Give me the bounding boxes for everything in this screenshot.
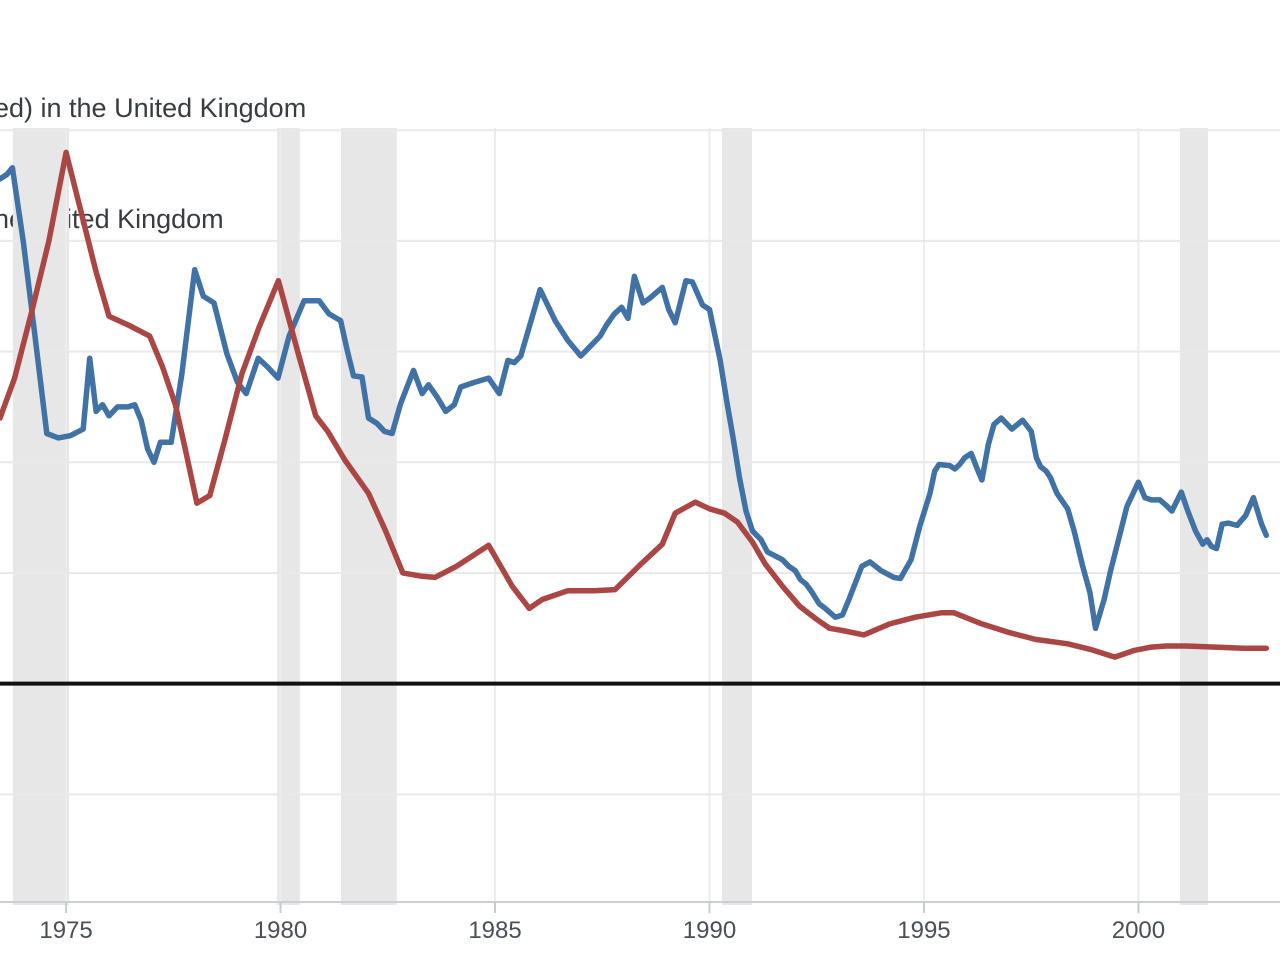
recession-band [1180, 128, 1208, 905]
recession-band [341, 128, 397, 905]
legend-entry-1: ed) in the United Kingdom [0, 93, 307, 123]
x-axis-tick-label: 1995 [897, 917, 950, 944]
recession-band [12, 128, 70, 905]
x-axis-tick-label: 1980 [254, 917, 307, 944]
x-axis-tick-label: 1985 [468, 917, 521, 944]
x-axis-tick-label: 1990 [683, 917, 736, 944]
series-line-blue [0, 165, 1270, 632]
x-axis-tick-label: 1975 [39, 917, 92, 944]
series-line-red [0, 149, 1270, 660]
x-axis-tick-label: 2000 [1112, 917, 1165, 944]
